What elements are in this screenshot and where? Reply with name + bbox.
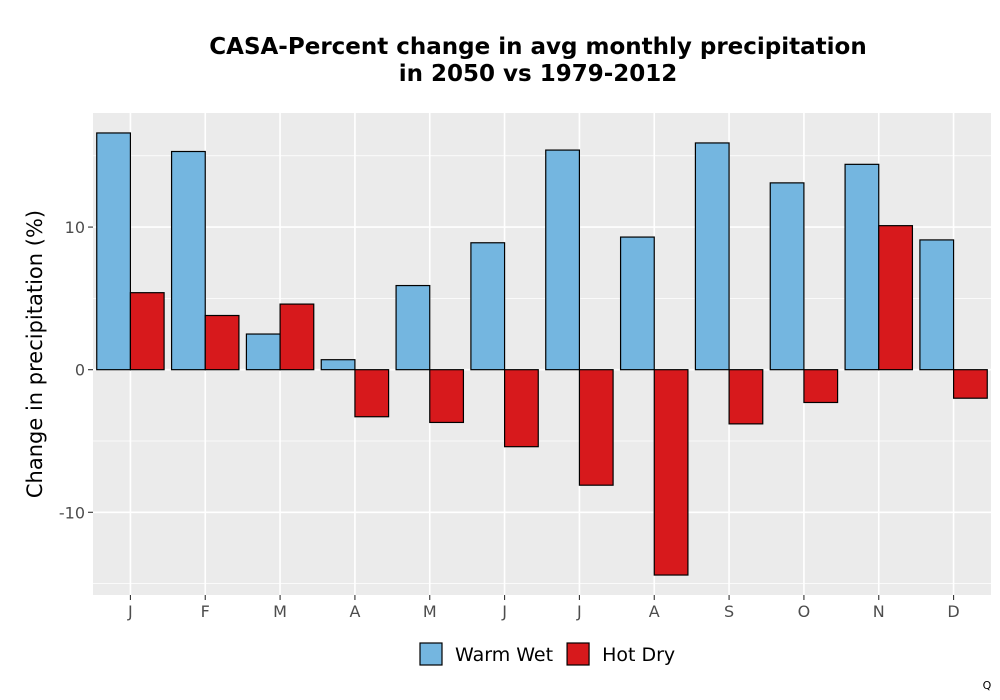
x-tick-label: J <box>576 602 582 621</box>
bar-warm-wet-0 <box>96 132 132 371</box>
bar-hot-dry-1 <box>204 314 240 371</box>
x-tick-label: J <box>501 602 507 621</box>
bar-hot-dry-10 <box>878 225 914 371</box>
bar-warm-wet-5 <box>470 242 506 371</box>
bar-warm-wet-1 <box>170 150 206 371</box>
x-tick-label: O <box>798 602 811 621</box>
bar-hot-dry-11 <box>952 369 988 399</box>
bar-hot-dry-2 <box>279 303 315 371</box>
legend-label-hot-dry: Hot Dry <box>602 644 675 666</box>
legend: Warm Wet Hot Dry <box>419 642 675 666</box>
x-tick-label: J <box>127 602 133 621</box>
bar-warm-wet-11 <box>919 239 955 371</box>
bar-warm-wet-8 <box>694 142 730 371</box>
y-axis-title: Change in precipitation (%) <box>23 210 47 498</box>
y-tick-label: 10 <box>65 218 85 237</box>
x-tick-label: N <box>873 602 885 621</box>
bar-warm-wet-7 <box>619 236 655 371</box>
x-tick-label: D <box>947 602 959 621</box>
bar-hot-dry-6 <box>578 369 614 486</box>
x-tick-label: F <box>201 602 210 621</box>
bar-hot-dry-5 <box>503 369 539 448</box>
plot-panel <box>93 113 991 595</box>
axes: -10 0 10 J F M A M J J A S O N D <box>59 218 960 621</box>
y-tick-label: 0 <box>75 361 85 380</box>
x-tick-label: A <box>349 602 360 621</box>
legend-swatch-warm-wet <box>419 642 443 666</box>
bar-warm-wet-6 <box>545 149 581 371</box>
x-tick-label: A <box>649 602 660 621</box>
chart-title-line-1: CASA-Percent change in avg monthly preci… <box>209 34 866 60</box>
bar-warm-wet-4 <box>395 284 431 371</box>
bar-hot-dry-3 <box>354 369 390 418</box>
bar-warm-wet-3 <box>320 359 356 371</box>
bar-hot-dry-4 <box>429 369 465 424</box>
x-tick-label: M <box>423 602 437 621</box>
legend-swatch-hot-dry <box>566 642 590 666</box>
corner-mark: Q <box>983 679 992 692</box>
bar-warm-wet-9 <box>769 182 805 371</box>
bar-hot-dry-8 <box>728 369 764 425</box>
legend-label-warm-wet: Warm Wet <box>455 644 553 666</box>
bar-hot-dry-0 <box>129 292 165 371</box>
x-tick-label: M <box>273 602 287 621</box>
bars <box>96 132 988 576</box>
chart-title-line-2: in 2050 vs 1979-2012 <box>399 61 678 87</box>
y-tick-label: -10 <box>59 503 85 522</box>
bar-warm-wet-2 <box>245 333 281 371</box>
bar-hot-dry-9 <box>803 369 839 404</box>
bar-warm-wet-10 <box>844 163 880 371</box>
x-tick-label: S <box>724 602 734 621</box>
bar-hot-dry-7 <box>653 369 689 576</box>
